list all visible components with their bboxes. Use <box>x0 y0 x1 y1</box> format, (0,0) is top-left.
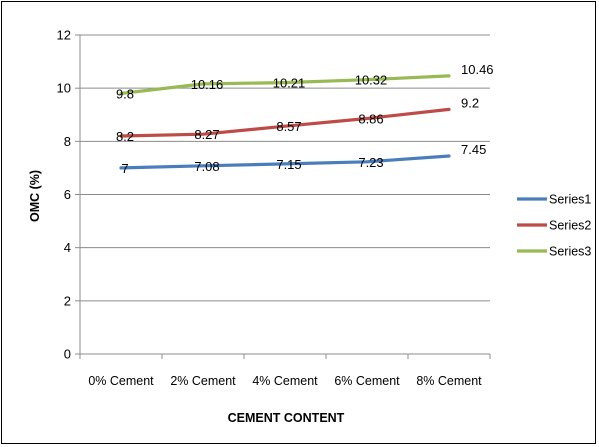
data-label: 8.27 <box>194 127 219 142</box>
legend-label-2: Series2 <box>549 219 591 233</box>
x-tick-label: 6% Cement <box>334 374 400 388</box>
data-label: 10.21 <box>273 76 306 91</box>
x-tick-label: 4% Cement <box>252 374 318 388</box>
y-tick-label: 6 <box>64 187 71 202</box>
gridlines <box>80 34 490 302</box>
series-lines <box>119 74 451 170</box>
data-label: 7 <box>121 161 128 176</box>
data-label: 7.15 <box>276 157 301 172</box>
data-label: 8.57 <box>276 119 301 134</box>
y-tick-label: 0 <box>64 347 71 362</box>
data-label: 8.86 <box>358 111 383 126</box>
data-label: 10.46 <box>461 62 494 77</box>
series-line-3 <box>119 74 451 96</box>
data-label: 8.2 <box>116 129 134 144</box>
x-tick-label: 0% Cement <box>88 374 154 388</box>
data-label: 7.08 <box>194 159 219 174</box>
x-axis-title: CEMENT CONTENT <box>228 411 345 425</box>
data-label: 10.32 <box>355 73 388 88</box>
data-label: 9.8 <box>116 86 134 101</box>
y-tick-label: 10 <box>57 81 71 96</box>
x-tick-label: 8% Cement <box>416 374 482 388</box>
y-tick-label: 4 <box>64 240 71 255</box>
legend-label-3: Series3 <box>549 245 591 259</box>
data-label: 7.23 <box>358 155 383 170</box>
x-tick-label: 2% Cement <box>170 374 236 388</box>
series-line-1 <box>119 154 451 170</box>
y-tick-label: 8 <box>64 134 71 149</box>
data-label: 10.16 <box>191 77 224 92</box>
data-label: 9.2 <box>461 95 479 110</box>
legend-label-1: Series1 <box>549 193 591 207</box>
data-label: 7.45 <box>461 142 486 157</box>
data-labels: 7 7.08 7.15 7.23 7.45 8.2 8.27 8.57 8.86 9.2 9.8 10… <box>116 62 494 176</box>
legend: Series1 Series2 Series3 <box>517 193 591 259</box>
y-axis-title: OMC (%) <box>28 170 42 222</box>
axes <box>75 34 491 359</box>
x-tick-labels: 0% Cement 2% Cement 4% Cement 6% Cement 8% C… <box>88 374 482 388</box>
y-tick-labels: 0 2 4 6 8 10 12 <box>57 28 71 362</box>
series-line-2 <box>119 107 451 138</box>
y-tick-label: 2 <box>64 293 71 308</box>
y-tick-label: 12 <box>57 28 71 43</box>
